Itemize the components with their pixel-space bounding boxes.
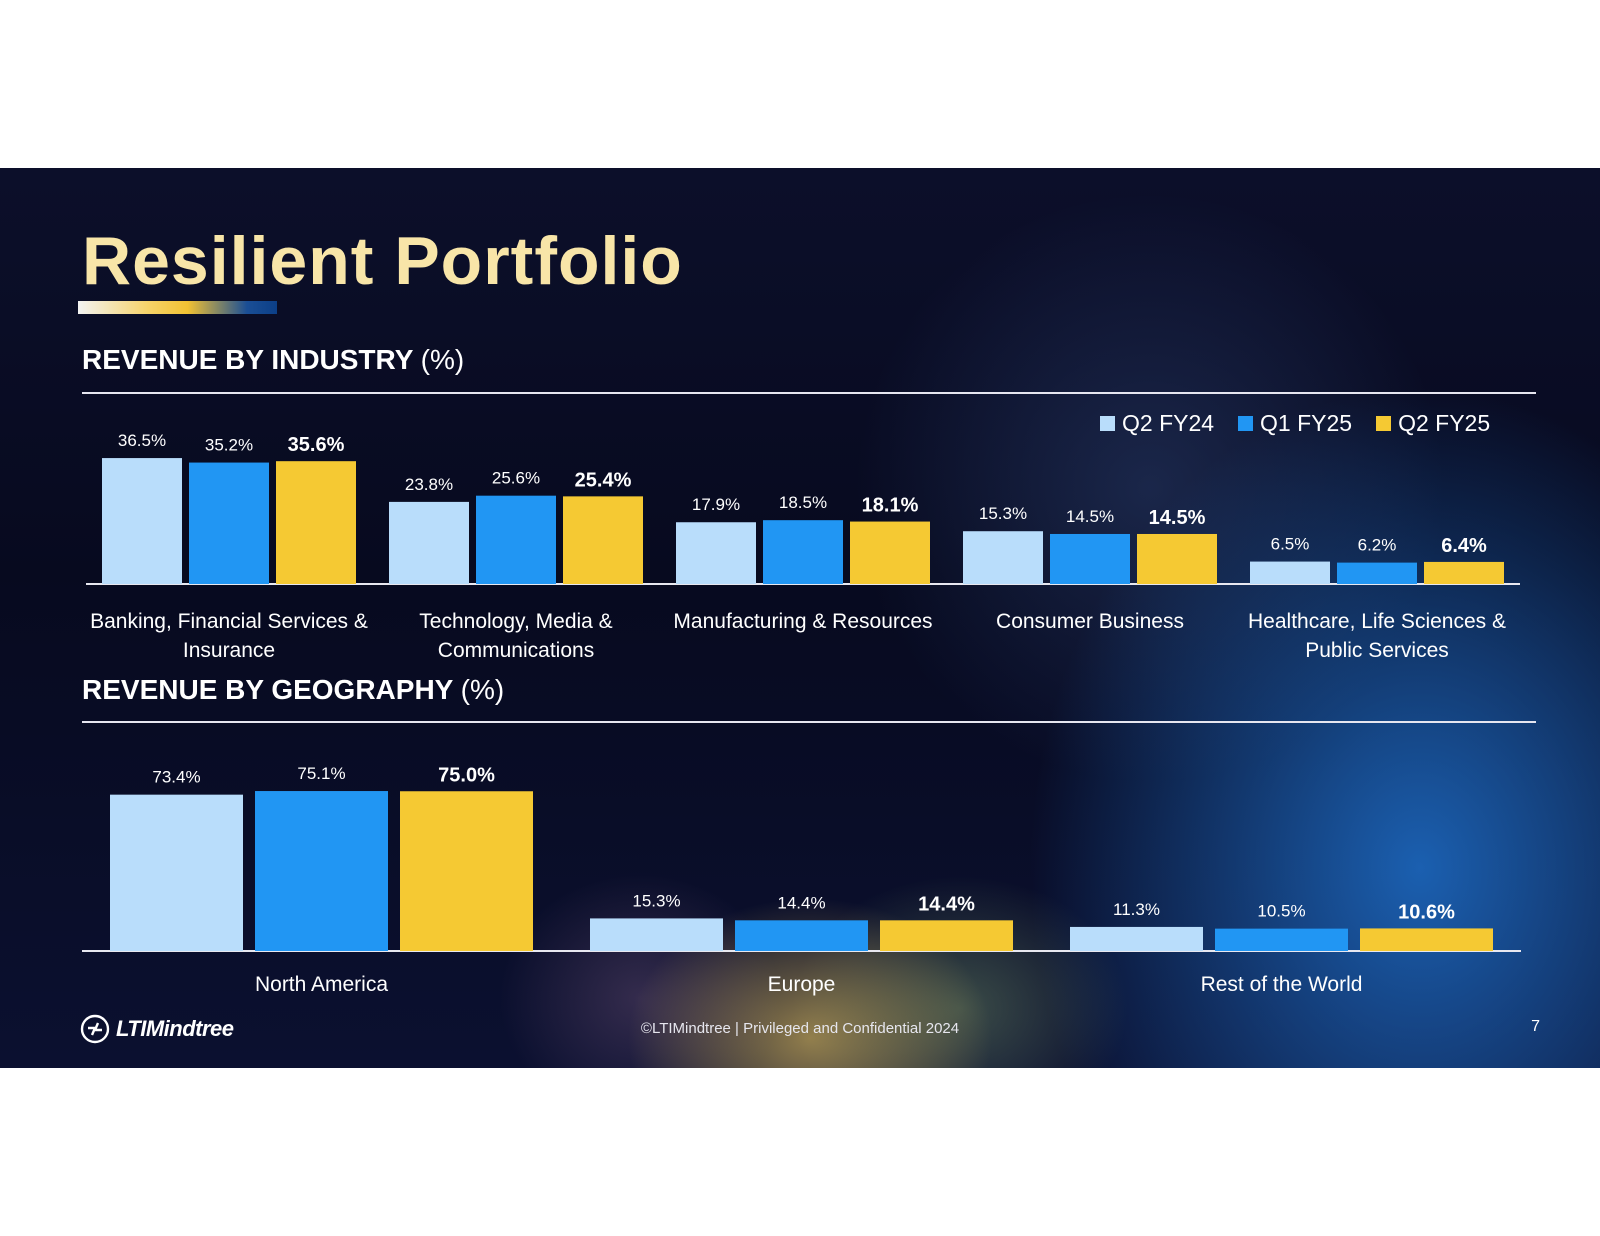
legend-label: Q2 FY24 [1122,410,1215,436]
category-label: Insurance [183,639,275,662]
legend-label: Q2 FY25 [1398,410,1491,436]
legend-label: Q1 FY25 [1260,410,1353,436]
legend-swatch [1238,416,1254,431]
data-label: 6.2% [1358,536,1397,555]
company-logo: LTIMindtree [80,1014,234,1044]
bar [255,791,388,951]
data-label: 75.0% [438,764,495,786]
data-label: 18.5% [779,493,827,512]
bar [102,458,182,584]
bar [389,501,469,584]
data-label: 10.6% [1398,901,1455,923]
geography-section-unit: (%) [460,674,505,705]
data-label: 15.3% [979,504,1027,523]
data-label: 17.9% [692,495,740,514]
geography-section-title-text: REVENUE BY GEOGRAPHY [82,674,453,705]
bar [1215,928,1348,951]
industry-section-unit: (%) [420,344,465,375]
industry-bar-chart: 36.5% 35.2% 35.6% Banking, Financial Servic… [86,431,1520,662]
category-label: Manufacturing & Resources [673,610,932,633]
legend-item: Q2 FY24 [1100,410,1214,437]
data-label: 6.4% [1441,535,1487,557]
category-label: Public Services [1305,639,1449,662]
data-label: 75.1% [297,764,345,783]
data-label: 35.2% [205,436,253,455]
logo-text: LTIMindtree [116,1016,234,1041]
category-label: Rest of the World [1201,973,1363,996]
category-label: Communications [438,639,594,662]
footer-confidentiality: ©LTIMindtree | Privileged and Confidenti… [640,1020,960,1037]
category-label: Healthcare, Life Sciences & [1248,610,1506,633]
industry-section-divider [82,392,1536,394]
page-number: 7 [1531,1018,1540,1035]
bar [1050,533,1130,584]
bar [1424,561,1504,584]
category-label: North America [255,973,388,996]
data-label: 18.1% [862,495,919,517]
bar [676,522,756,584]
data-label: 14.5% [1149,507,1206,529]
industry-section-title: REVENUE BY INDUSTRY (%) [82,344,464,376]
ltimindtree-logo-icon [80,1014,110,1044]
category-label: Europe [768,973,836,996]
category-label: Consumer Business [996,610,1184,633]
bar [735,920,868,951]
bar [110,794,243,951]
data-label: 6.5% [1271,535,1310,554]
data-label: 23.8% [405,475,453,494]
data-label: 35.6% [288,434,345,456]
data-label: 11.3% [1113,900,1160,919]
data-label: 36.5% [118,431,166,450]
geography-bar-chart: 73.4% 75.1% 75.0% North America 15.3% 14.4% 14… [82,764,1521,996]
data-label: 15.3% [632,891,680,910]
bar [276,461,356,584]
bar [763,520,843,584]
legend-swatch [1376,416,1392,431]
bar [850,521,930,584]
data-label: 73.4% [152,768,200,787]
legend-swatch [1100,416,1115,431]
bar [476,495,556,584]
bar [963,531,1043,584]
bar [1070,926,1203,951]
legend-item: Q2 FY25 [1376,410,1490,437]
title-underline [78,301,277,314]
data-label: 10.5% [1257,902,1305,921]
bar [590,918,723,951]
data-label: 25.6% [492,469,540,488]
legend-item: Q1 FY25 [1238,410,1352,437]
bar [400,791,533,951]
bar [189,462,269,584]
slide: Resilient Portfolio REVENUE BY INDUSTRY … [0,168,1600,1068]
data-label: 14.5% [1066,507,1114,526]
bar [563,496,643,584]
bar [1137,533,1217,584]
geography-section-divider [82,721,1536,723]
data-label: 25.4% [575,469,632,491]
data-label: 14.4% [777,893,825,912]
data-label: 14.4% [918,893,975,915]
category-label: Technology, Media & [419,610,612,633]
bar [1337,562,1417,584]
bar [1360,928,1493,951]
category-label: Banking, Financial Services & [90,610,368,633]
bar [880,920,1013,951]
geography-section-title: REVENUE BY GEOGRAPHY (%) [82,674,504,706]
page-title: Resilient Portfolio [82,223,683,299]
industry-section-title-text: REVENUE BY INDUSTRY [82,344,413,375]
chart-legend: Q2 FY24 Q1 FY25 Q2 FY25 [1100,410,1490,437]
bar [1250,561,1330,584]
